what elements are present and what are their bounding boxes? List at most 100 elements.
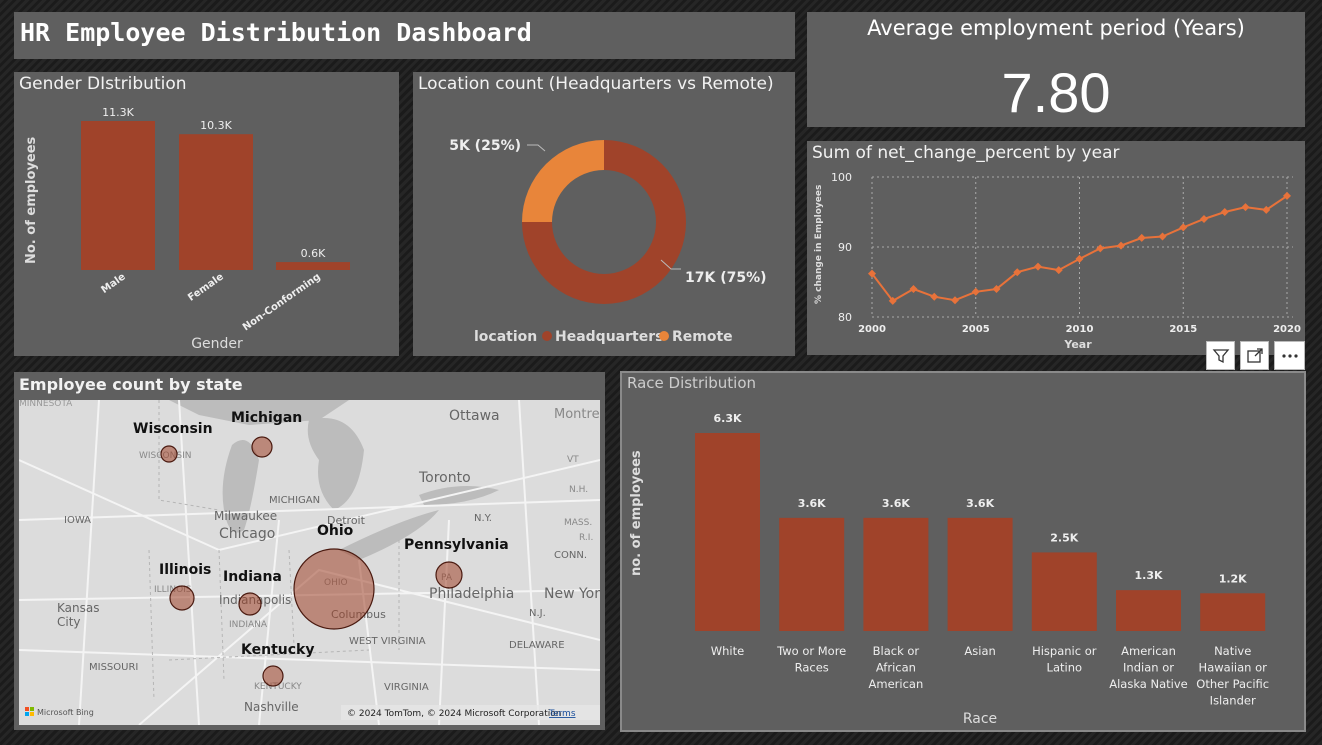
race-tick-label: Hawaiian or bbox=[1199, 661, 1268, 675]
race-bar[interactable] bbox=[1116, 590, 1181, 631]
trend-data-point[interactable] bbox=[1179, 223, 1188, 232]
race-tick-label: Alaska Native bbox=[1109, 677, 1188, 691]
state-bubble[interactable] bbox=[293, 548, 375, 630]
donut-slice-remote[interactable] bbox=[522, 140, 604, 222]
map-place-label: Kansas bbox=[57, 601, 99, 615]
map-canvas[interactable]: MINNESOTAOttawaMontreWISCONSINMICHIGANTo… bbox=[19, 400, 600, 725]
trend-data-point[interactable] bbox=[1013, 268, 1022, 277]
race-tick-label: Islander bbox=[1210, 694, 1256, 708]
map-place-label: VIRGINIA bbox=[384, 682, 429, 693]
focus-mode-icon bbox=[1246, 347, 1263, 363]
trend-data-point[interactable] bbox=[1117, 241, 1125, 250]
trend-data-point[interactable] bbox=[1283, 191, 1291, 200]
map-place-label: Toronto bbox=[418, 470, 471, 486]
trend-data-point[interactable] bbox=[1075, 254, 1084, 263]
map-place-label: N.H. bbox=[569, 485, 588, 495]
gender-chart-title: Gender DIstribution bbox=[19, 74, 187, 94]
lake-erie bbox=[339, 510, 439, 560]
race-bar[interactable] bbox=[863, 517, 929, 631]
kpi-label: Average employment period (Years) bbox=[867, 16, 1245, 40]
trend-data-point[interactable] bbox=[1200, 215, 1208, 223]
trend-data-point[interactable] bbox=[1220, 208, 1229, 216]
lake-michigan bbox=[222, 440, 259, 533]
state-bubble[interactable] bbox=[262, 665, 284, 687]
gender-bar[interactable] bbox=[276, 262, 350, 270]
race-bar[interactable] bbox=[779, 517, 845, 631]
trend-data-point[interactable] bbox=[1034, 262, 1042, 271]
map-place-label: Nashville bbox=[244, 700, 299, 714]
race-data-label: 3.6K bbox=[882, 497, 910, 510]
trend-y-tick: 80 bbox=[838, 311, 852, 324]
gender-bar[interactable] bbox=[179, 134, 253, 270]
trend-data-point[interactable] bbox=[868, 269, 876, 278]
legend-label-headquarters[interactable]: Headquarters bbox=[555, 329, 663, 345]
state-bubble[interactable] bbox=[169, 585, 195, 611]
trend-data-point[interactable] bbox=[971, 287, 980, 296]
race-bar-chart: no. of employees Race 6.3K White 3.6K Two o… bbox=[629, 412, 1269, 727]
leader-line-remote bbox=[527, 144, 546, 152]
kpi-card[interactable]: Average employment period (Years) 7.80 bbox=[807, 12, 1305, 127]
trend-data-point[interactable] bbox=[1158, 232, 1167, 241]
lake-ontario bbox=[419, 486, 499, 505]
filter-button[interactable] bbox=[1206, 341, 1235, 370]
legend-label-remote[interactable]: Remote bbox=[672, 329, 733, 345]
trend-data-point[interactable] bbox=[1054, 266, 1063, 275]
trend-data-point[interactable] bbox=[1096, 244, 1105, 253]
race-bar[interactable] bbox=[1200, 593, 1266, 631]
state-bubble-label: Kentucky bbox=[241, 642, 314, 658]
trend-y-axis-label: % change in Employees bbox=[814, 185, 824, 304]
more-options-button[interactable] bbox=[1274, 341, 1305, 370]
trend-data-point[interactable] bbox=[888, 296, 897, 305]
race-bar[interactable] bbox=[947, 517, 1013, 631]
map-panel[interactable]: Employee count by state MINNESOTA Ottawa M… bbox=[14, 372, 605, 730]
gender-y-axis-label: No. of employees bbox=[24, 136, 39, 264]
trend-data-point[interactable] bbox=[1137, 233, 1146, 242]
race-bar[interactable] bbox=[1031, 552, 1097, 631]
race-bar[interactable] bbox=[695, 433, 760, 631]
race-tick-label: Latino bbox=[1047, 661, 1082, 675]
leader-line-headquarters bbox=[660, 259, 681, 270]
state-bubble[interactable] bbox=[251, 436, 273, 458]
trend-y-tick: 90 bbox=[838, 241, 852, 254]
map-terms-link[interactable]: Terms bbox=[548, 709, 576, 719]
race-tick-label: Indian or bbox=[1123, 661, 1174, 675]
trend-data-point[interactable] bbox=[909, 285, 918, 293]
donut-slice-headquarters[interactable] bbox=[522, 140, 686, 304]
trend-data-point[interactable] bbox=[930, 292, 939, 301]
page-title: HR Employee Distribution Dashboard bbox=[20, 18, 532, 47]
map-copyright: © 2024 TomTom, © 2024 Microsoft Corporat… bbox=[347, 709, 561, 719]
race-data-label: 6.3K bbox=[713, 412, 741, 425]
trend-x-tick: 2000 bbox=[858, 324, 886, 335]
trend-chart-panel[interactable]: Sum of net_change_percent by year % chan… bbox=[807, 141, 1305, 355]
race-chart-panel[interactable]: Race Distribution no. of employees Race … bbox=[620, 371, 1306, 732]
lake-superior bbox=[169, 400, 349, 425]
map-place-label: Detroit bbox=[327, 514, 366, 527]
trend-x-tick: 2010 bbox=[1066, 324, 1094, 335]
trend-data-point[interactable] bbox=[1241, 203, 1250, 212]
race-x-axis-label: Race bbox=[963, 711, 997, 727]
legend-dot-remote bbox=[659, 331, 669, 341]
map-place-label: Montre bbox=[554, 407, 600, 422]
trend-data-point[interactable] bbox=[1262, 205, 1271, 214]
focus-mode-button[interactable] bbox=[1240, 341, 1269, 370]
location-chart-panel[interactable]: Location count (Headquarters vs Remote) … bbox=[413, 72, 795, 356]
trend-chart-title: Sum of net_change_percent by year bbox=[812, 143, 1120, 163]
race-tick-label: African bbox=[876, 661, 916, 675]
state-bubble[interactable] bbox=[238, 592, 262, 616]
state-bubble[interactable] bbox=[160, 445, 178, 463]
gender-chart-panel[interactable]: Gender DIstribution No. of employees Gen… bbox=[14, 72, 399, 356]
trend-data-point[interactable] bbox=[992, 285, 1001, 293]
race-data-label: 3.6K bbox=[798, 497, 826, 510]
race-tick-label: Other Pacific bbox=[1196, 677, 1269, 691]
location-chart-title: Location count (Headquarters vs Remote) bbox=[418, 74, 774, 94]
legend-dot-headquarters bbox=[542, 331, 552, 341]
state-bubble[interactable] bbox=[435, 561, 463, 589]
map-place-label: WEST VIRGINIA bbox=[349, 636, 426, 647]
map-place-label: IOWA bbox=[64, 515, 91, 526]
state-bubble-label: Pennsylvania bbox=[404, 537, 509, 553]
map-place-label: MINNESOTA bbox=[19, 400, 73, 409]
gender-bar[interactable] bbox=[81, 121, 155, 270]
kpi-value: 7.80 bbox=[1001, 61, 1111, 124]
trend-data-point[interactable] bbox=[951, 296, 959, 305]
race-data-label: 2.5K bbox=[1050, 531, 1078, 544]
